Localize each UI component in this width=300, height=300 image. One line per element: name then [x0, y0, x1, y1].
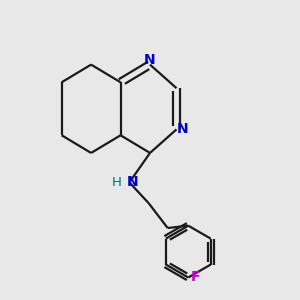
Text: N: N [127, 176, 138, 189]
Text: H: H [112, 176, 122, 189]
Text: F: F [191, 271, 200, 284]
Text: N: N [177, 122, 188, 136]
Text: N: N [144, 53, 156, 67]
